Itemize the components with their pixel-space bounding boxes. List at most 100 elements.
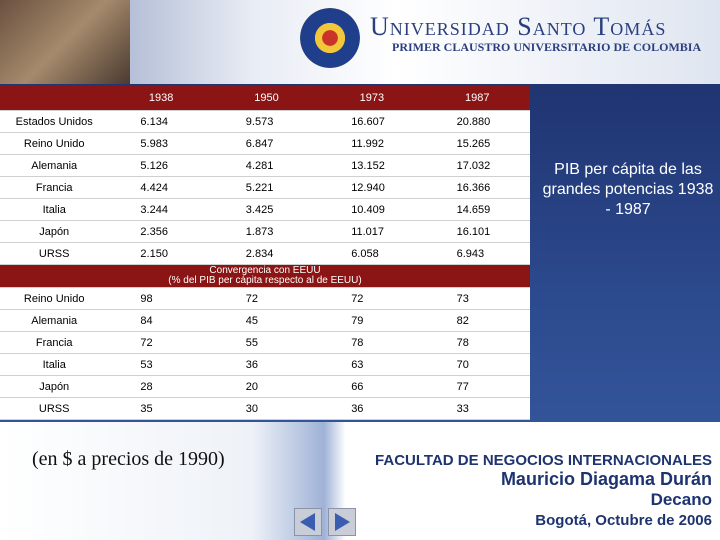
cell: 16.607 xyxy=(319,110,425,133)
cell: 53 xyxy=(108,353,214,376)
row-label: Japón xyxy=(0,375,109,398)
cell: 14.659 xyxy=(424,198,530,221)
cell: 30 xyxy=(213,397,320,420)
table-row: Estados Unidos 6.134 9.573 16.607 20.880 xyxy=(0,110,530,133)
section-subtitle: (% del PIB per cápita respecto al de EEU… xyxy=(168,275,362,286)
table-row: Reino Unido 98 72 72 73 xyxy=(0,287,530,310)
cell: 17.032 xyxy=(424,154,530,177)
prev-icon xyxy=(300,513,315,531)
cell: 73 xyxy=(424,287,530,310)
cell: 72 xyxy=(108,331,214,354)
table-row: URSS 2.150 2.834 6.058 6.943 xyxy=(0,242,530,265)
table-row: Francia 4.424 5.221 12.940 16.366 xyxy=(0,176,530,199)
table-row: Reino Unido 5.983 6.847 11.992 15.265 xyxy=(0,132,530,155)
cell: 1.873 xyxy=(213,220,320,243)
row-label: Francia xyxy=(0,331,109,354)
cell: 16.101 xyxy=(424,220,530,243)
cell: 6.943 xyxy=(424,242,530,265)
cell: 13.152 xyxy=(319,154,425,177)
section-title: Convergencia con EEUU xyxy=(209,265,321,276)
table-row: URSS 35 30 36 33 xyxy=(0,397,530,420)
cell: 9.573 xyxy=(213,110,320,133)
cell: 5.983 xyxy=(108,132,214,155)
cell: 55 xyxy=(213,331,320,354)
cell: 11.017 xyxy=(319,220,425,243)
footer-line: Mauricio Diagama Durán xyxy=(500,469,712,489)
cell: 66 xyxy=(319,375,425,398)
cell: 4.281 xyxy=(213,154,320,177)
cell: 3.244 xyxy=(108,198,214,221)
university-name: Universidad Santo Tomás xyxy=(370,12,667,41)
cell: 3.425 xyxy=(213,198,320,221)
cell: 78 xyxy=(319,331,425,354)
cell: 72 xyxy=(213,287,320,310)
row-label: Reino Unido xyxy=(0,132,109,155)
cell: 98 xyxy=(108,287,214,310)
cell: 79 xyxy=(319,309,425,332)
table-row: Italia 53 36 63 70 xyxy=(0,353,530,376)
table-row: Japón 28 20 66 77 xyxy=(0,375,530,398)
cell: 6.058 xyxy=(319,242,425,265)
cell: 77 xyxy=(424,375,530,398)
column-header: 1938 xyxy=(108,85,214,111)
banner: Universidad Santo Tomás PRIMER CLAUSTRO … xyxy=(0,0,720,84)
side-title: PIB per cápita de las grandes potencias … xyxy=(542,161,714,218)
row-label: Alemania xyxy=(0,309,109,332)
university-subtitle: PRIMER CLAUSTRO UNIVERSITARIO DE COLOMBI… xyxy=(392,40,702,54)
cell: 2.834 xyxy=(213,242,320,265)
next-button[interactable] xyxy=(328,508,356,536)
cell: 10.409 xyxy=(319,198,425,221)
cell: 20 xyxy=(213,375,320,398)
note: (en $ a precios de 1990) xyxy=(32,448,225,470)
building-photo xyxy=(0,0,130,84)
corner-cell xyxy=(0,85,109,111)
footer-line: Decano xyxy=(650,490,712,509)
cell: 35 xyxy=(108,397,214,420)
table-row: Francia 72 55 78 78 xyxy=(0,331,530,354)
cell: 36 xyxy=(319,397,425,420)
table-row: Japón 2.356 1.873 11.017 16.101 xyxy=(0,220,530,243)
cell: 36 xyxy=(213,353,320,376)
cell: 28 xyxy=(108,375,214,398)
table-row: Italia 3.244 3.425 10.409 14.659 xyxy=(0,198,530,221)
cell: 33 xyxy=(424,397,530,420)
footer-line: FACULTAD DE NEGOCIOS INTERNACIONALES xyxy=(375,452,712,469)
section-row: Convergencia con EEUU (% del PIB per cápi… xyxy=(0,264,530,288)
cell: 70 xyxy=(424,353,530,376)
cell: 16.366 xyxy=(424,176,530,199)
footer-line: Bogotá, Octubre de 2006 xyxy=(535,512,712,529)
table-row: Alemania 84 45 79 82 xyxy=(0,309,530,332)
logo xyxy=(300,8,360,68)
row-label: URSS xyxy=(0,242,109,265)
section-header: Convergencia con EEUU (% del PIB per cápi… xyxy=(0,264,530,288)
cell: 82 xyxy=(424,309,530,332)
next-icon xyxy=(335,513,350,531)
footer: FACULTAD DE NEGOCIOS INTERNACIONALES Maur… xyxy=(375,452,712,529)
column-header: 1987 xyxy=(424,85,530,111)
cell: 5.221 xyxy=(213,176,320,199)
row-label: Italia xyxy=(0,353,109,376)
column-header: 1950 xyxy=(213,85,320,111)
cell: 20.880 xyxy=(424,110,530,133)
row-label: Alemania xyxy=(0,154,109,177)
cell: 84 xyxy=(108,309,214,332)
cell: 6.134 xyxy=(108,110,214,133)
cell: 5.126 xyxy=(108,154,214,177)
row-label: Francia xyxy=(0,176,109,199)
cell: 11.992 xyxy=(319,132,425,155)
header-row: 1938 1950 1973 1987 xyxy=(0,85,530,111)
cell: 6.847 xyxy=(213,132,320,155)
cell: 72 xyxy=(319,287,425,310)
cell: 2.150 xyxy=(108,242,214,265)
footer-panel xyxy=(0,422,720,540)
row-label: Italia xyxy=(0,198,109,221)
prev-button[interactable] xyxy=(294,508,322,536)
cell: 4.424 xyxy=(108,176,214,199)
cell: 15.265 xyxy=(424,132,530,155)
cell: 78 xyxy=(424,331,530,354)
cell: 2.356 xyxy=(108,220,214,243)
table-row: Alemania 5.126 4.281 13.152 17.032 xyxy=(0,154,530,177)
cell: 45 xyxy=(213,309,320,332)
data-table: 1938 1950 1973 1987 Estados Unidos 6.134 9.573… xyxy=(0,85,530,420)
